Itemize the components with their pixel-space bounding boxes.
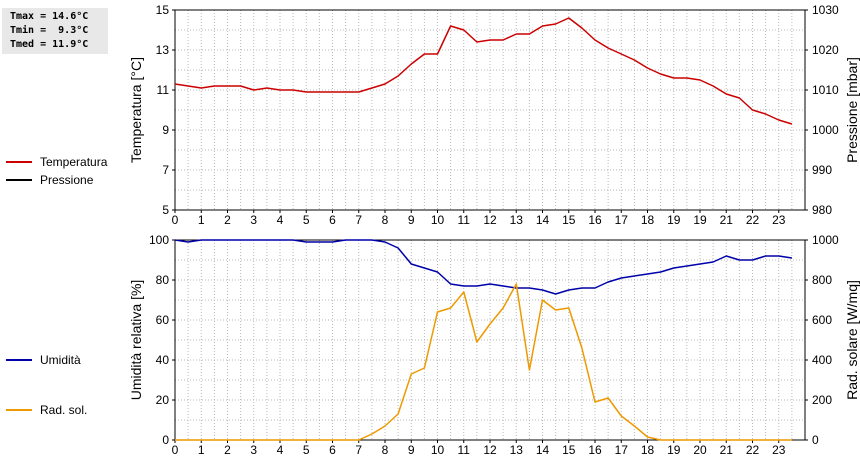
x-tick-label: 3 <box>250 443 257 457</box>
y2-tick-label: 1000 <box>812 233 839 247</box>
x-tick-label: 18 <box>641 443 655 457</box>
x-tick-label: 6 <box>329 443 336 457</box>
series-line-rad-sol- <box>175 283 792 441</box>
y2-tick-label: 800 <box>812 273 832 287</box>
y2-tick-label: 600 <box>812 313 832 327</box>
y2-tick-label: 1010 <box>812 83 839 97</box>
y2-axis-label: Pressione [mbar] <box>844 57 860 163</box>
x-tick-label: 21 <box>720 213 734 227</box>
x-tick-label: 9 <box>408 213 415 227</box>
x-tick-label: 16 <box>588 443 602 457</box>
y-tick-label: 80 <box>156 273 170 287</box>
x-tick-label: 17 <box>615 213 629 227</box>
x-tick-label: 15 <box>562 443 576 457</box>
x-tick-label: 2 <box>224 213 231 227</box>
x-tick-label: 7 <box>355 443 362 457</box>
y2-axis-label: Rad. solare [W/mq] <box>844 280 860 400</box>
series-line-temperatura <box>174 17 793 125</box>
y2-tick-label: 0 <box>812 433 819 447</box>
x-tick-label: 12 <box>483 213 497 227</box>
y2-tick-label: 1030 <box>812 3 839 17</box>
legend-swatch-rad-sol <box>6 409 32 411</box>
stats-tmin: Tmin = 9.3°C <box>10 25 89 36</box>
x-tick-label: 23 <box>772 213 786 227</box>
x-tick-label: 8 <box>382 213 389 227</box>
y-tick-label: 9 <box>162 123 169 137</box>
y-tick-label: 5 <box>162 203 169 217</box>
x-tick-label: 19 <box>667 213 681 227</box>
x-tick-label: 19 <box>667 443 681 457</box>
y-axis-label: Umidità relativa [%] <box>128 280 144 401</box>
y-tick-label: 7 <box>162 163 169 177</box>
y-tick-label: 20 <box>156 393 170 407</box>
y-tick-label: 0 <box>162 433 169 447</box>
x-tick-label: 5 <box>303 443 310 457</box>
y-tick-label: 100 <box>149 233 169 247</box>
x-tick-label: 20 <box>693 443 707 457</box>
x-tick-label: 19 <box>693 213 707 227</box>
x-tick-label: 0 <box>172 443 179 457</box>
x-tick-label: 4 <box>277 443 284 457</box>
x-tick-label: 9 <box>408 443 415 457</box>
stats-tmed: Tmed = 11.9°C <box>10 39 89 50</box>
x-tick-label: 10 <box>431 443 445 457</box>
y-tick-label: 60 <box>156 313 170 327</box>
y2-tick-label: 990 <box>812 163 832 177</box>
x-tick-label: 10 <box>431 213 445 227</box>
x-tick-label: 13 <box>510 443 524 457</box>
legend-label-pressione: Pressione <box>40 173 94 187</box>
legend-swatch-temperatura <box>6 161 32 163</box>
x-tick-label: 7 <box>355 213 362 227</box>
legend-swatch-umidita <box>6 359 32 361</box>
x-tick-label: 13 <box>510 213 524 227</box>
y-axis-label: Temperatura [°C] <box>128 57 144 163</box>
legend-label-temperatura: Temperatura <box>40 155 108 169</box>
x-tick-label: 15 <box>562 213 576 227</box>
x-tick-label: 21 <box>720 443 734 457</box>
x-tick-label: 8 <box>382 443 389 457</box>
legend-label-rad-sol: Rad. sol. <box>40 403 88 417</box>
x-tick-label: 18 <box>641 213 655 227</box>
x-tick-label: 1 <box>198 213 205 227</box>
x-tick-label: 3 <box>250 213 257 227</box>
x-tick-label: 12 <box>483 443 497 457</box>
y-tick-label: 11 <box>157 83 170 97</box>
y2-tick-label: 980 <box>812 203 832 217</box>
y2-tick-label: 400 <box>812 353 832 367</box>
legend-label-umidita: Umidità <box>40 353 81 367</box>
x-tick-label: 6 <box>329 213 336 227</box>
x-tick-label: 5 <box>303 213 310 227</box>
chart-panel-1: 0 1 2 3 4 5 6 7 8 9 10 11 12 13 14 15 16 17 18 19 20 21 22 2302… <box>128 233 860 457</box>
series-line-umidit- <box>174 239 793 295</box>
x-tick-label: 1 <box>198 443 205 457</box>
legend-swatch-pressione <box>6 179 32 181</box>
stats-box: Tmax = 14.6°C Tmin = 9.3°C Tmed = 11.9°C <box>2 8 108 54</box>
chart-panel-0: 0 1 2 3 4 5 6 7 8 9 10 11 12 13 14 15 16 17 18 19 19 21 22 2357… <box>128 3 860 227</box>
y2-tick-label: 1020 <box>812 43 839 57</box>
x-tick-label: 23 <box>772 443 786 457</box>
x-tick-label: 22 <box>746 213 760 227</box>
y-tick-label: 13 <box>156 43 170 57</box>
x-tick-label: 4 <box>277 213 284 227</box>
y2-tick-label: 1000 <box>812 123 839 137</box>
x-tick-label: 14 <box>536 213 550 227</box>
x-tick-label: 11 <box>458 213 471 227</box>
x-tick-label: 14 <box>536 443 550 457</box>
y-tick-label: 15 <box>156 3 170 17</box>
x-tick-label: 22 <box>746 443 760 457</box>
x-tick-label: 17 <box>615 443 629 457</box>
x-tick-label: 0 <box>172 213 179 227</box>
stats-tmax: Tmax = 14.6°C <box>10 11 89 22</box>
x-tick-label: 2 <box>224 443 231 457</box>
y2-tick-label: 200 <box>812 393 832 407</box>
x-tick-label: 16 <box>588 213 602 227</box>
x-tick-label: 11 <box>458 443 471 457</box>
y-tick-label: 40 <box>156 353 170 367</box>
